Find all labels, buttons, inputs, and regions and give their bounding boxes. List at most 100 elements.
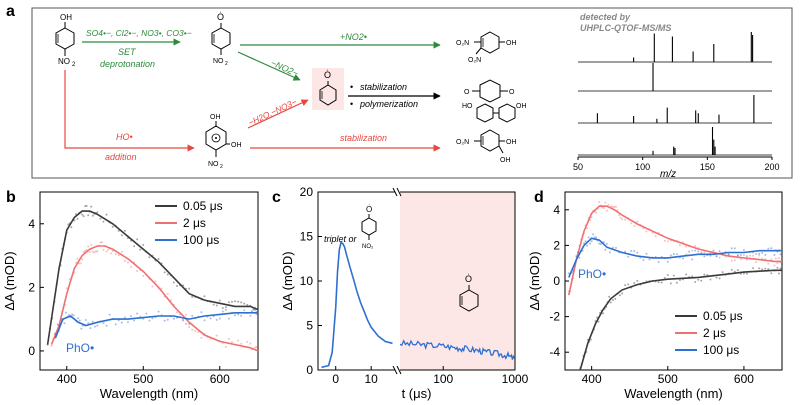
data-point <box>197 331 200 334</box>
data-point <box>589 242 592 245</box>
x-axis-label: Wavelength (nm) <box>100 386 199 401</box>
legend-entry: 0.05 μs <box>703 309 743 323</box>
data-point <box>160 287 163 290</box>
data-point <box>648 258 651 261</box>
data-point <box>65 311 68 314</box>
data-point <box>777 257 780 260</box>
data-point <box>730 268 733 271</box>
data-point <box>636 220 639 223</box>
data-point <box>120 250 123 253</box>
data-point <box>96 324 99 327</box>
data-point <box>694 249 697 252</box>
data-point <box>110 252 113 255</box>
ms-tick-label: 200 <box>764 162 779 172</box>
data-point <box>755 252 758 255</box>
data-point <box>81 213 84 216</box>
series-line <box>46 210 259 345</box>
data-point <box>761 257 764 260</box>
data-point <box>240 314 243 317</box>
x-axis-label: Wavelength (nm) <box>624 386 723 401</box>
data-point <box>595 236 598 239</box>
ring <box>361 217 377 236</box>
data-point <box>598 242 601 245</box>
data-point <box>608 251 611 254</box>
data-point <box>215 304 218 307</box>
data-point <box>224 345 227 348</box>
o-radical: Ȯ <box>366 205 372 214</box>
data-point <box>700 251 703 254</box>
data-point <box>126 261 129 264</box>
svg-text:HO: HO <box>462 103 473 110</box>
data-point <box>770 247 773 250</box>
data-point <box>633 249 636 252</box>
data-point <box>54 332 57 335</box>
series-line <box>54 311 258 339</box>
data-point <box>742 254 745 257</box>
axis-break-mark <box>392 187 398 197</box>
data-point <box>618 214 621 217</box>
data-point <box>151 317 154 320</box>
data-point <box>590 240 593 243</box>
data-point <box>182 318 185 321</box>
x-tick-label: 0 <box>332 372 339 386</box>
product-dinitrophenol: O₂N OH O₂N <box>456 31 517 64</box>
data-point <box>218 299 221 302</box>
data-point <box>209 317 212 320</box>
data-point <box>755 261 758 264</box>
data-point <box>604 201 607 204</box>
stabilization-label: stabilization <box>360 82 407 92</box>
data-point <box>87 245 90 248</box>
data-point <box>252 308 255 311</box>
data-point <box>663 239 666 242</box>
data-point <box>85 204 88 207</box>
svg-text:Ȯ: Ȯ <box>217 12 224 22</box>
no2-group: NO₂ <box>362 244 374 250</box>
data-point <box>91 214 94 217</box>
data-point <box>642 258 645 261</box>
data-point <box>666 260 669 263</box>
data-point <box>767 268 770 271</box>
data-point <box>221 306 224 309</box>
y-tick-label: 0 <box>306 363 313 377</box>
svg-text:NO: NO <box>213 58 224 65</box>
y-tick-label: 5 <box>306 319 313 333</box>
data-point <box>657 281 660 284</box>
data-point <box>779 267 782 270</box>
data-point <box>774 257 777 260</box>
data-point <box>163 319 166 322</box>
data-point <box>685 245 688 248</box>
data-point <box>733 247 736 250</box>
data-point <box>87 214 90 217</box>
data-point <box>91 250 94 253</box>
svg-text:OH: OH <box>516 103 527 110</box>
data-point <box>576 251 579 254</box>
y-axis-label: ΔA (mOD) <box>527 251 542 310</box>
data-point <box>672 274 675 277</box>
data-point <box>57 324 60 327</box>
data-point <box>764 253 767 256</box>
data-point <box>627 255 630 258</box>
data-point <box>621 218 624 221</box>
series-line <box>568 237 782 278</box>
data-point <box>89 327 92 330</box>
y-axis-label: ΔA (mOD) <box>2 251 17 310</box>
data-point <box>609 301 612 304</box>
data-point <box>111 225 114 228</box>
data-point <box>237 339 240 342</box>
data-point <box>188 325 191 328</box>
data-point <box>736 269 739 272</box>
data-point <box>776 262 779 265</box>
molecule-oh-adduct: OH OH NO 2 <box>205 114 242 170</box>
no2-subscript: 2 <box>72 62 76 68</box>
data-point <box>589 338 592 341</box>
triplet-label: triplet or <box>324 234 358 244</box>
deprotonation-label: deprotonation <box>100 59 155 69</box>
data-point <box>666 240 669 243</box>
plot-frame <box>39 191 259 371</box>
data-point <box>712 249 715 252</box>
x-tick-label: 600 <box>210 372 230 386</box>
data-point <box>108 313 111 316</box>
x-axis-label: t (μs) <box>402 386 432 401</box>
data-point <box>630 222 633 225</box>
panel-d-chart: 400 500 600 -4 -2 0 2 4 Wavelength (nm) ΔA (mOD) 0… <box>527 191 783 401</box>
